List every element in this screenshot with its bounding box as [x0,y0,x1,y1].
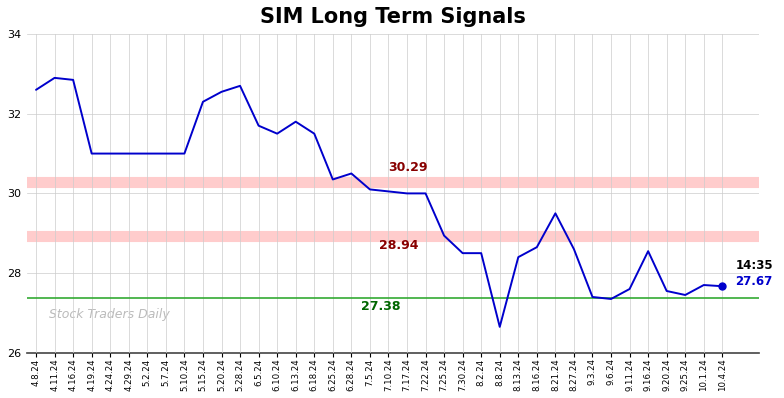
Text: 14:35: 14:35 [735,259,773,272]
Text: 27.67: 27.67 [735,275,772,287]
Title: SIM Long Term Signals: SIM Long Term Signals [260,7,526,27]
Text: Stock Traders Daily: Stock Traders Daily [49,308,169,321]
Text: 28.94: 28.94 [379,239,419,252]
Text: 27.38: 27.38 [361,300,400,313]
Text: 30.29: 30.29 [388,162,428,174]
